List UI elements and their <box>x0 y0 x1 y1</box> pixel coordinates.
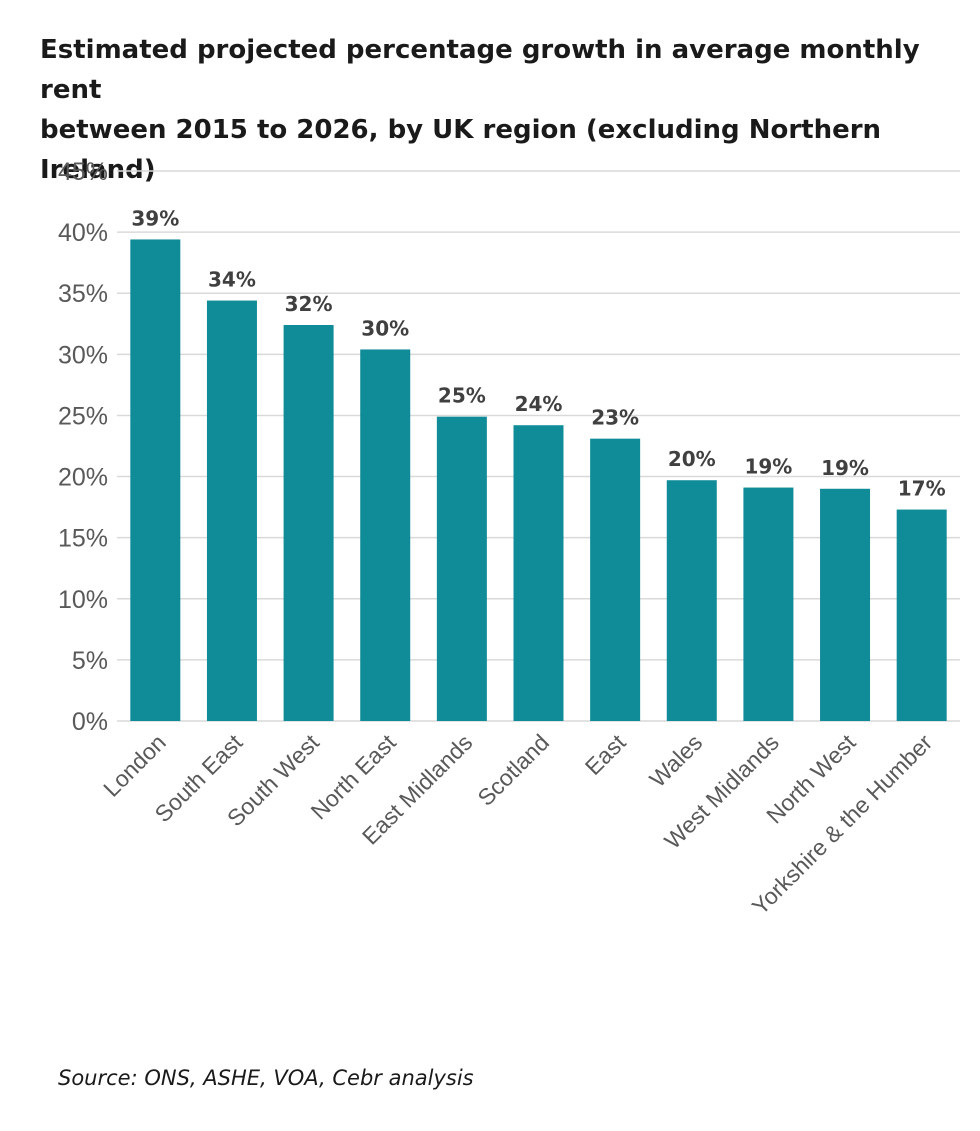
bar <box>666 480 717 721</box>
bar <box>590 438 641 721</box>
data-label: 39% <box>131 206 179 230</box>
chart-title-line-1: Estimated projected percentage growth in… <box>40 35 920 105</box>
data-label: 17% <box>898 477 946 501</box>
data-label: 24% <box>515 392 563 416</box>
x-tick-label: Wales <box>644 729 707 792</box>
data-label: 25% <box>438 384 486 408</box>
data-label: 19% <box>744 455 792 479</box>
data-label: 23% <box>591 406 639 430</box>
y-tick-label: 45% <box>58 158 108 186</box>
source-note: Source: ONS, ASHE, VOA, Cebr analysis <box>58 1066 474 1090</box>
data-label: 19% <box>821 456 869 480</box>
bar <box>436 416 487 721</box>
chart-title: Estimated projected percentage growth in… <box>40 30 960 190</box>
y-tick-label: 25% <box>58 402 108 430</box>
x-tick-label: East <box>580 729 631 780</box>
data-label: 34% <box>208 268 256 292</box>
bar <box>360 349 411 721</box>
y-tick-label: 35% <box>58 280 108 308</box>
bar <box>130 239 181 721</box>
x-tick-label: Scotland <box>472 729 554 811</box>
y-tick-label: 10% <box>58 586 108 614</box>
bar-chart: 0% 5% 10% 15% 20% 25% 30% 35% 40% 45% 39% 34% 32% 30… <box>58 158 960 920</box>
bar <box>896 509 947 721</box>
data-label: 30% <box>361 316 409 340</box>
data-label: 20% <box>668 447 716 471</box>
data-labels: 39% 34% 32% 30% 25% 24% 23% 20% 19% 19% 17% <box>131 206 945 500</box>
chart-title-line-2: between 2015 to 2026, by UK region (excl… <box>40 115 882 185</box>
y-tick-label: 0% <box>72 708 108 736</box>
bar <box>820 488 871 721</box>
y-tick-label: 20% <box>58 464 108 492</box>
bar <box>283 325 334 721</box>
y-tick-label: 15% <box>58 525 108 553</box>
bar <box>206 300 257 721</box>
bars <box>130 239 947 721</box>
bar <box>513 425 564 721</box>
y-tick-label: 5% <box>72 647 108 675</box>
x-tick-label: London <box>98 729 171 802</box>
data-label: 32% <box>285 292 333 316</box>
y-axis-tick-labels: 0% 5% 10% 15% 20% 25% 30% 35% 40% 45% <box>58 158 108 736</box>
y-tick-label: 30% <box>58 341 108 369</box>
y-tick-label: 40% <box>58 219 108 247</box>
bar <box>743 487 794 721</box>
